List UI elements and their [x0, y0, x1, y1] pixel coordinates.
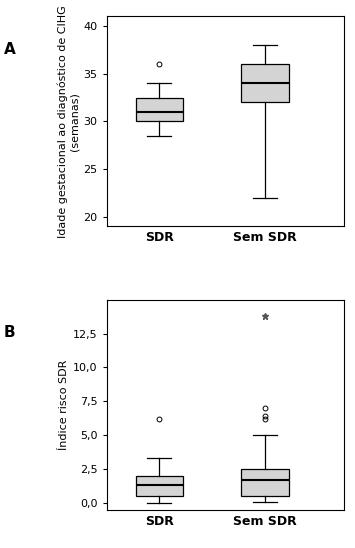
PathPatch shape	[241, 469, 289, 496]
PathPatch shape	[136, 98, 183, 121]
PathPatch shape	[136, 476, 183, 496]
PathPatch shape	[241, 64, 289, 102]
Text: A: A	[4, 42, 15, 56]
Y-axis label: Idade gestacional ao diagnóstico de CIHG
(semanas): Idade gestacional ao diagnóstico de CIHG…	[57, 5, 79, 238]
Text: B: B	[4, 325, 15, 340]
Y-axis label: Índice risco SDR: Índice risco SDR	[59, 359, 69, 450]
